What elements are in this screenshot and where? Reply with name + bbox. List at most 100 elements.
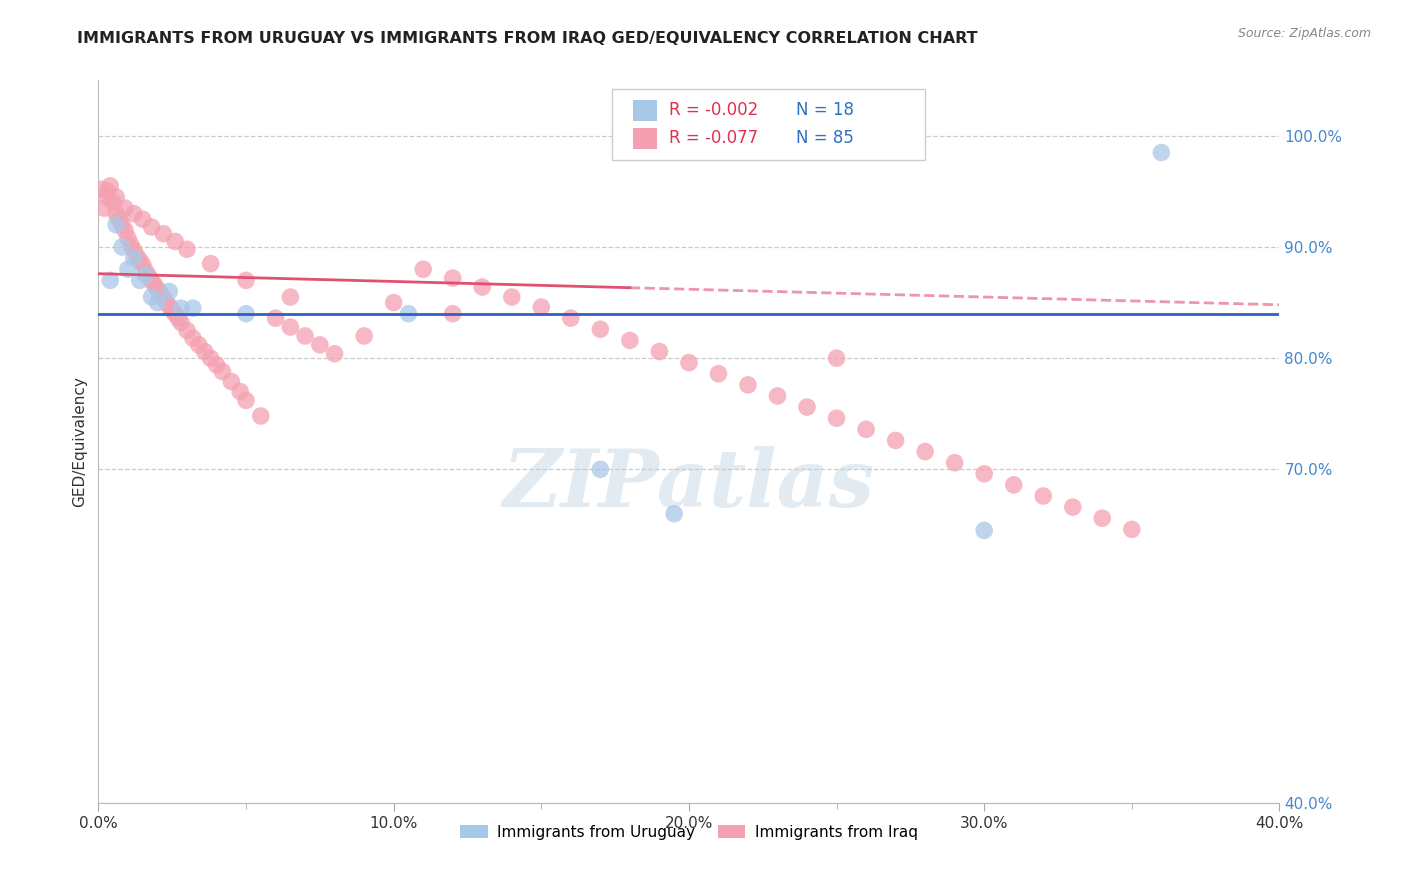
Point — [105, 207, 128, 221]
Point — [125, 249, 148, 263]
Point — [221, 375, 243, 389]
Point — [152, 227, 174, 241]
Point — [530, 300, 553, 314]
Point — [90, 182, 112, 196]
Point — [152, 290, 174, 304]
Point — [825, 351, 848, 366]
Point — [737, 377, 759, 392]
Point — [211, 364, 233, 378]
Text: ZIPatlas: ZIPatlas — [503, 446, 875, 524]
Bar — [634, 128, 657, 149]
Point — [146, 282, 169, 296]
Point — [181, 301, 204, 315]
Point — [141, 273, 163, 287]
Point — [412, 262, 434, 277]
Point — [678, 356, 700, 370]
Point — [187, 338, 209, 352]
Point — [117, 262, 139, 277]
Point — [589, 462, 612, 476]
Point — [162, 303, 183, 318]
Point — [471, 280, 494, 294]
Point — [122, 244, 145, 258]
FancyBboxPatch shape — [612, 89, 925, 160]
Point — [914, 444, 936, 458]
Point — [138, 268, 160, 283]
Point — [200, 257, 222, 271]
Point — [141, 290, 163, 304]
Point — [194, 344, 217, 359]
Point — [235, 307, 257, 321]
Point — [323, 347, 346, 361]
Point — [128, 273, 150, 287]
Point — [648, 344, 671, 359]
Point — [398, 307, 420, 321]
Point — [114, 201, 136, 215]
Point — [170, 301, 193, 315]
Point — [353, 329, 375, 343]
Point — [108, 212, 131, 227]
Point — [855, 422, 877, 436]
Point — [250, 409, 273, 423]
Point — [200, 351, 222, 366]
Point — [560, 311, 582, 326]
Y-axis label: GED/Equivalency: GED/Equivalency — [72, 376, 87, 507]
Point — [146, 295, 169, 310]
Point — [294, 329, 316, 343]
Point — [111, 218, 134, 232]
Point — [825, 411, 848, 425]
Point — [589, 322, 612, 336]
Point — [105, 218, 128, 232]
Point — [280, 320, 302, 334]
Point — [619, 334, 641, 348]
Point — [122, 251, 145, 265]
Point — [98, 178, 121, 193]
Point — [441, 271, 464, 285]
Point — [165, 307, 187, 321]
Point — [117, 231, 139, 245]
Point — [96, 185, 118, 199]
Point — [135, 268, 157, 282]
Point — [1032, 489, 1054, 503]
Point — [141, 219, 163, 234]
Point — [132, 258, 155, 272]
Point — [1121, 522, 1143, 536]
Point — [707, 367, 730, 381]
Text: R = -0.077: R = -0.077 — [669, 129, 758, 147]
Point — [105, 190, 128, 204]
Point — [766, 389, 789, 403]
Point — [501, 290, 523, 304]
Bar — [634, 100, 657, 121]
Point — [128, 253, 150, 268]
Text: R = -0.002: R = -0.002 — [669, 102, 758, 120]
Point — [205, 358, 228, 372]
Text: IMMIGRANTS FROM URUGUAY VS IMMIGRANTS FROM IRAQ GED/EQUIVALENCY CORRELATION CHAR: IMMIGRANTS FROM URUGUAY VS IMMIGRANTS FR… — [77, 31, 979, 46]
Point — [122, 207, 145, 221]
Point — [170, 316, 193, 330]
Text: N = 85: N = 85 — [796, 129, 855, 147]
Point — [149, 286, 172, 301]
Point — [796, 400, 818, 414]
Point — [98, 273, 121, 287]
Point — [973, 524, 995, 538]
Text: Source: ZipAtlas.com: Source: ZipAtlas.com — [1237, 27, 1371, 40]
Point — [973, 467, 995, 481]
Point — [135, 264, 157, 278]
Point — [165, 235, 187, 249]
Point — [96, 190, 118, 204]
Point — [309, 338, 332, 352]
Point — [157, 285, 180, 299]
Point — [114, 223, 136, 237]
Point — [884, 434, 907, 448]
Point — [235, 273, 257, 287]
Point — [382, 295, 405, 310]
Point — [103, 195, 125, 210]
Point — [1091, 511, 1114, 525]
Point — [157, 299, 180, 313]
Point — [664, 507, 686, 521]
Point — [943, 456, 966, 470]
Point — [441, 307, 464, 321]
Point — [93, 201, 115, 215]
Point — [143, 277, 166, 292]
Point — [1062, 500, 1084, 515]
Point — [1002, 478, 1025, 492]
